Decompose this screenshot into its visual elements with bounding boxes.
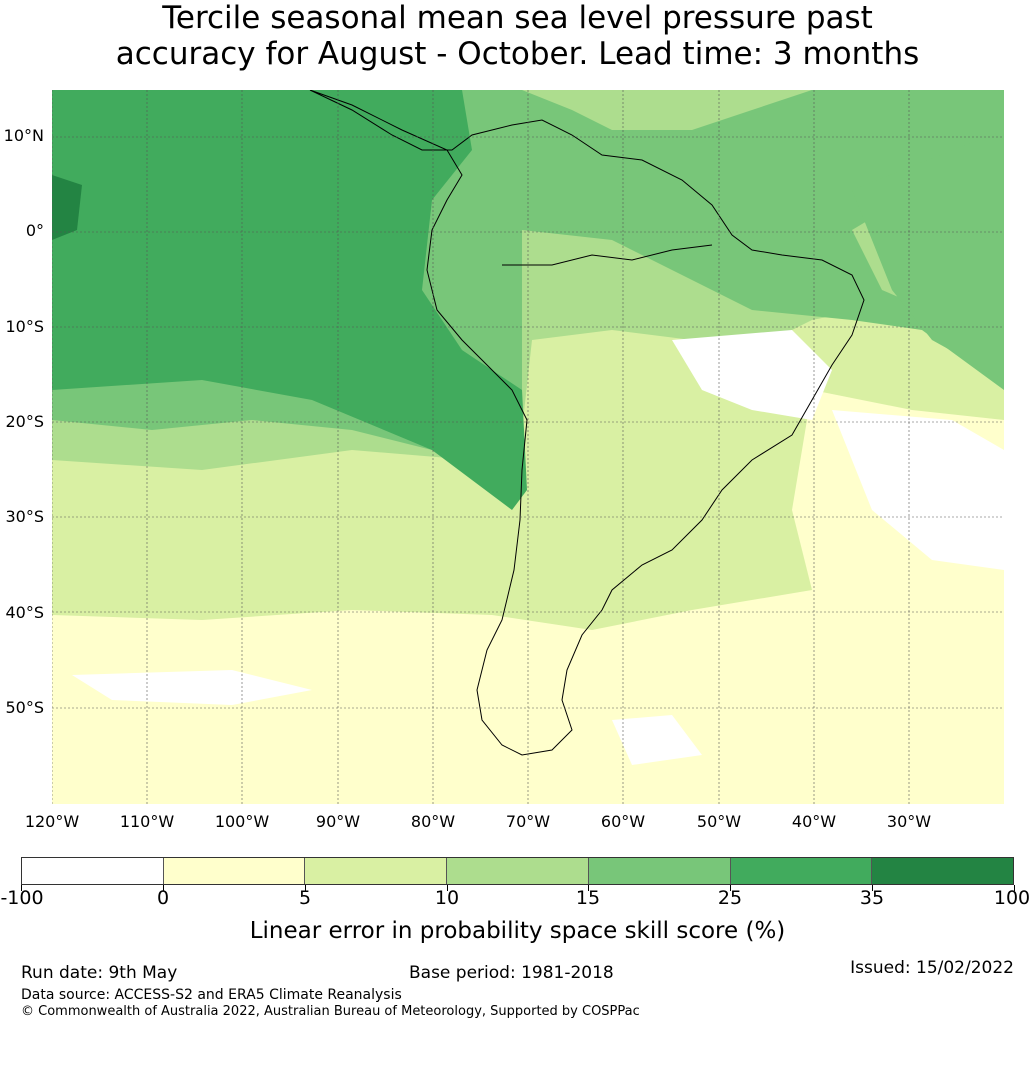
- colorbar-tick-mark: [1014, 885, 1015, 891]
- title-line-1: Tercile seasonal mean sea level pressure…: [162, 0, 873, 36]
- colorbar-tick-mark: [447, 885, 448, 891]
- lat-label-0: 0°: [25, 221, 44, 240]
- colorbar-tick-label: 35: [859, 887, 885, 909]
- issued-date: Issued: 15/02/2022: [850, 958, 1014, 978]
- colorbar-segment: [872, 858, 1014, 884]
- colorbar-tick-label: 0: [156, 887, 170, 909]
- run-date: Run date: 9th May: [21, 963, 178, 983]
- colorbar-tick-mark: [21, 885, 22, 891]
- lon-label-110w: 110°W: [119, 812, 175, 831]
- lat-label-50s: 50°S: [5, 698, 44, 717]
- colorbar-label: Linear error in probability space skill …: [249, 918, 786, 944]
- colorbar-tick-mark: [872, 885, 873, 891]
- data-source: Data source: ACCESS-S2 and ERA5 Climate …: [21, 987, 402, 1003]
- lat-label-30s: 30°S: [5, 507, 44, 526]
- colorbar-segment: [588, 858, 731, 884]
- lon-label-100w: 100°W: [214, 812, 270, 831]
- title-line-2: accuracy for August - October. Lead time…: [115, 36, 920, 72]
- south-america-coastline: [309, 90, 865, 756]
- base-period: Base period: 1981-2018: [409, 963, 614, 983]
- colorbar-tick-label: 100: [993, 887, 1031, 909]
- lon-label-50w: 50°W: [696, 812, 742, 831]
- colorbar-tick-mark: [305, 885, 306, 891]
- colorbar-segment: [730, 858, 873, 884]
- colorbar-tick-label: -100: [0, 887, 44, 909]
- skill-region-35-100: [52, 90, 527, 510]
- colorbar-tick-mark: [730, 885, 731, 891]
- lon-label-80w: 80°W: [410, 812, 456, 831]
- skill-region-max: [52, 175, 82, 240]
- skill-region-east-25-35: [852, 130, 1004, 380]
- lon-label-90w: 90°W: [315, 812, 361, 831]
- skill-region-negative-1: [672, 330, 832, 420]
- skill-region-negative-2: [832, 410, 1004, 570]
- skill-region-negative-3: [72, 670, 312, 705]
- colorbar-segment: [22, 858, 164, 884]
- map-title: Tercile seasonal mean sea level pressure…: [0, 0, 1035, 72]
- amazon-river: [502, 244, 713, 266]
- lon-label-120w: 120°W: [24, 812, 80, 831]
- colorbar-segment: [163, 858, 306, 884]
- lon-label-70w: 70°W: [505, 812, 551, 831]
- lon-label-40w: 40°W: [791, 812, 837, 831]
- lon-label-60w: 60°W: [600, 812, 646, 831]
- lat-label-40s: 40°S: [5, 603, 44, 622]
- colorbar-tick-label: 10: [434, 887, 460, 909]
- colorbar-segment: [305, 858, 448, 884]
- lat-label-10n: 10°N: [3, 126, 44, 145]
- colorbar-segment: [447, 858, 589, 884]
- colorbar: [21, 857, 1014, 885]
- lat-label-10s: 10°S: [5, 317, 44, 336]
- colorbar-tick-label: 5: [298, 887, 312, 909]
- lat-label-20s: 20°S: [5, 412, 44, 431]
- colorbar-tick-label: 25: [717, 887, 743, 909]
- skill-region-negative-4: [612, 715, 702, 765]
- colorbar-tick-label: 15: [575, 887, 601, 909]
- lon-label-30w: 30°W: [886, 812, 932, 831]
- colorbar-tick-mark: [588, 885, 589, 891]
- skill-score-map: [52, 90, 1004, 804]
- graticule: [52, 90, 1004, 804]
- colorbar-tick-mark: [163, 885, 164, 891]
- copyright: © Commonwealth of Australia 2022, Austra…: [21, 1004, 640, 1019]
